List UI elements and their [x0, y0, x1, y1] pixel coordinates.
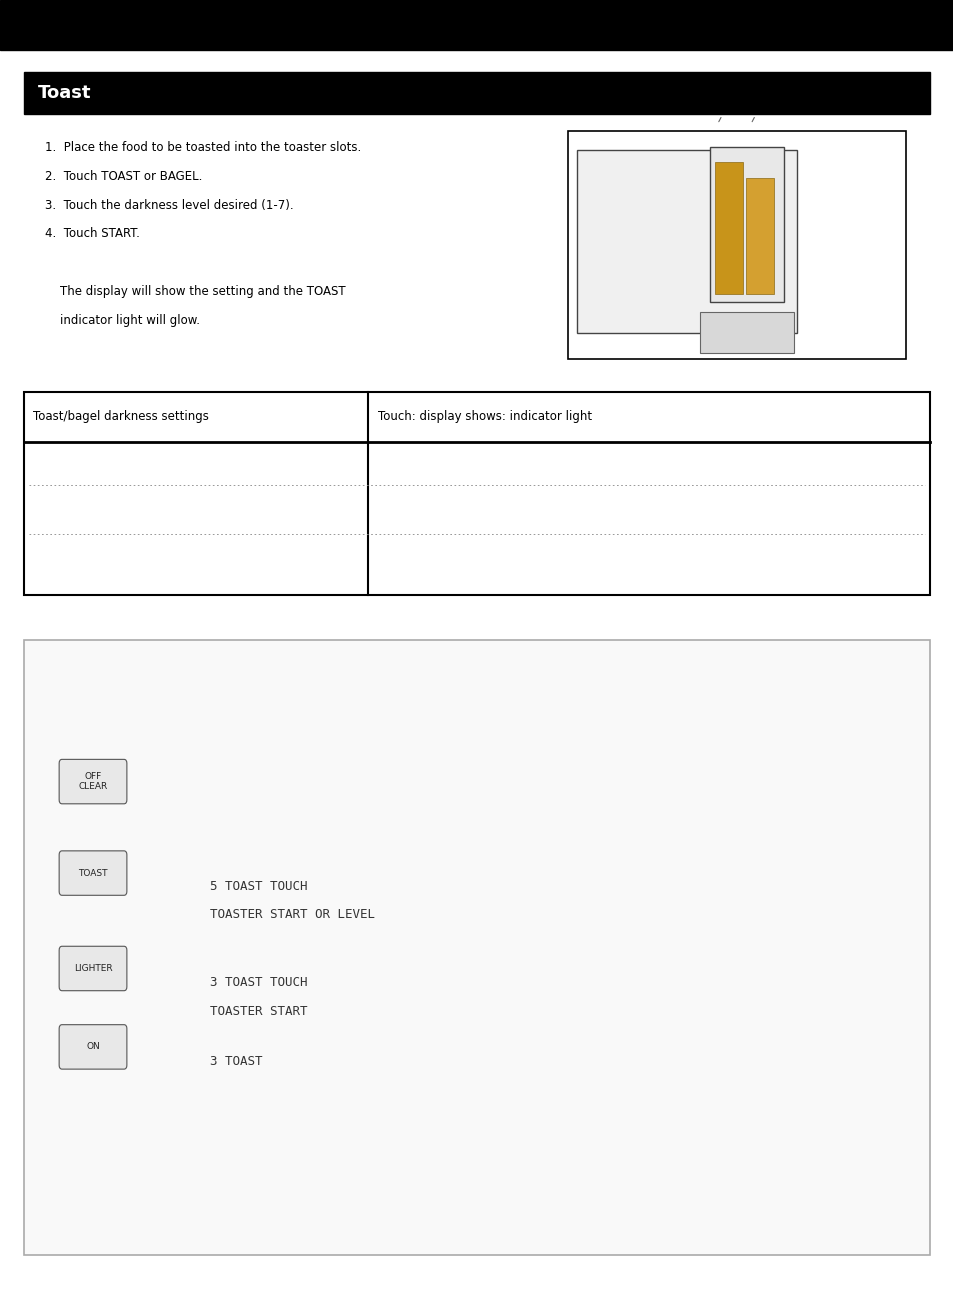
- FancyBboxPatch shape: [59, 946, 127, 991]
- Text: Toast: Toast: [38, 84, 91, 102]
- Bar: [714, 162, 742, 294]
- Text: 2.  Touch TOAST or BAGEL.: 2. Touch TOAST or BAGEL.: [45, 170, 202, 183]
- Bar: [700, 312, 793, 353]
- FancyBboxPatch shape: [59, 851, 127, 895]
- Text: 3.  Touch the darkness level desired (1-7).: 3. Touch the darkness level desired (1-7…: [45, 199, 294, 212]
- Bar: [24, 392, 929, 595]
- Text: 3 TOAST: 3 TOAST: [210, 1055, 262, 1068]
- Text: The display will show the setting and the TOAST: The display will show the setting and th…: [45, 285, 345, 298]
- Text: OFF
CLEAR: OFF CLEAR: [78, 772, 108, 791]
- Bar: [567, 131, 905, 359]
- Bar: [24, 72, 929, 114]
- Text: 1.  Place the food to be toasted into the toaster slots.: 1. Place the food to be toasted into the…: [45, 141, 360, 154]
- Bar: [24, 640, 929, 1255]
- Text: 5 TOAST TOUCH: 5 TOAST TOUCH: [210, 880, 307, 893]
- Text: Touch: display shows: indicator light: Touch: display shows: indicator light: [377, 410, 591, 423]
- Bar: [577, 150, 797, 333]
- Text: Toast/bagel darkness settings: Toast/bagel darkness settings: [33, 410, 209, 423]
- Text: TOAST: TOAST: [78, 869, 108, 877]
- Text: TOASTER START OR LEVEL: TOASTER START OR LEVEL: [210, 908, 375, 921]
- Text: ON: ON: [86, 1043, 100, 1051]
- Text: 4.  Touch START.: 4. Touch START.: [45, 227, 139, 240]
- FancyBboxPatch shape: [59, 1025, 127, 1069]
- Bar: [745, 178, 773, 294]
- Bar: [709, 146, 783, 302]
- Text: 3 TOAST TOUCH: 3 TOAST TOUCH: [210, 976, 307, 989]
- Text: indicator light will glow.: indicator light will glow.: [45, 314, 199, 327]
- Text: LIGHTER: LIGHTER: [73, 965, 112, 972]
- FancyBboxPatch shape: [59, 759, 127, 804]
- Text: TOASTER START: TOASTER START: [210, 1005, 307, 1018]
- Bar: [0, 0, 953, 50]
